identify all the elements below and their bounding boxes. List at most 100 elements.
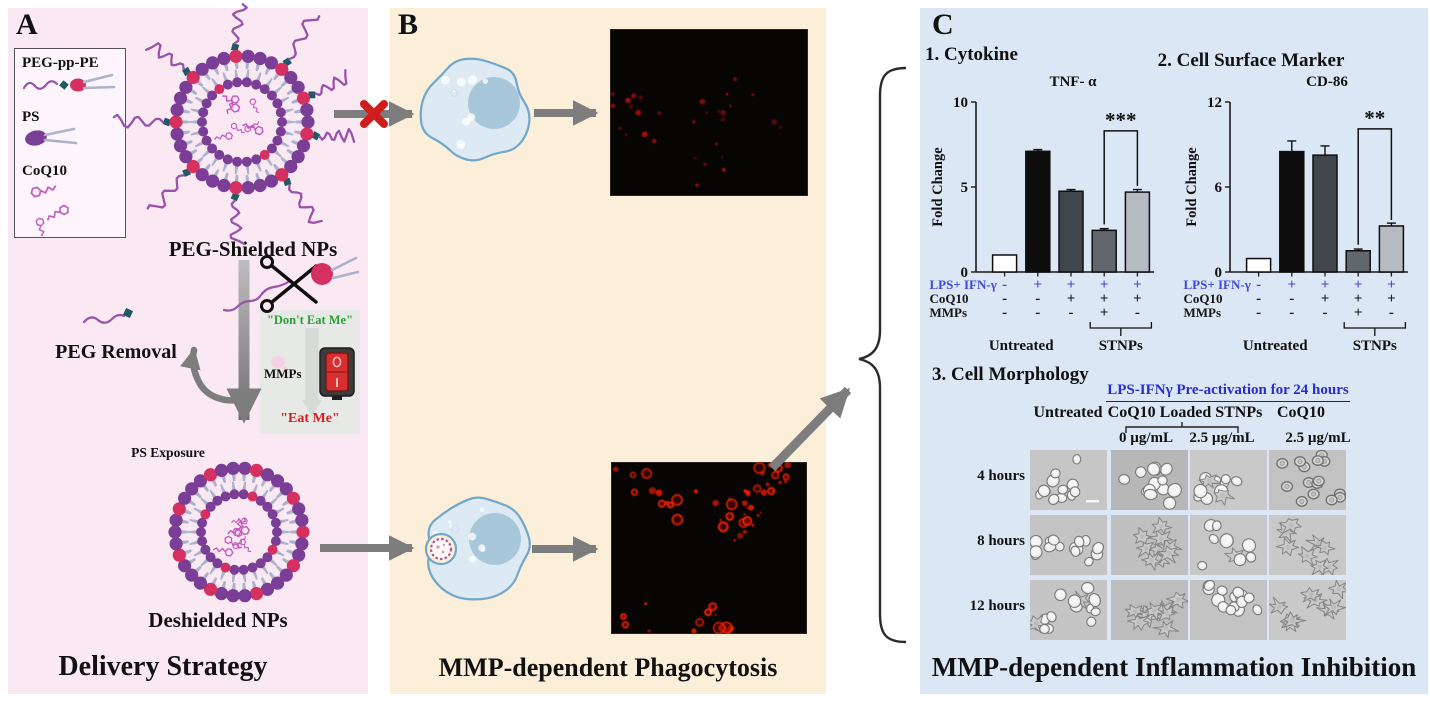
svg-text:+: + — [1321, 291, 1330, 307]
micrograph-cell — [1111, 580, 1188, 640]
dont-eat-me-label: "Don't Eat Me" — [266, 313, 354, 327]
svg-text:-: - — [1035, 291, 1040, 307]
svg-text:+: + — [1133, 277, 1142, 293]
legend-label-ps: PS — [22, 109, 40, 125]
micrograph-cell — [1269, 580, 1346, 640]
svg-text:+: + — [1387, 291, 1396, 307]
micrograph-cell — [1111, 515, 1188, 575]
section-morphology: 3. Cell Morphology — [932, 364, 1089, 385]
svg-text:+: + — [1100, 277, 1109, 293]
svg-text:+: + — [1100, 305, 1109, 321]
mmps-label: MMPs — [264, 366, 302, 381]
eat-me-switch-box: "Don't Eat Me" MMPs "Eat Me" — [260, 310, 360, 434]
mmp-switch-graphic — [271, 328, 355, 416]
svg-text:+: + — [1354, 305, 1363, 321]
dose-2: 2.5 µg/mL — [1285, 430, 1351, 446]
svg-text:+: + — [1354, 291, 1363, 307]
coq10-molecule-icon — [30, 185, 69, 239]
micrograph-cell — [1190, 515, 1267, 575]
svg-text:+: + — [1100, 291, 1109, 307]
svg-text:**: ** — [1364, 106, 1385, 130]
panel-phagocytosis: B MMP-dependent Phagocytosis — [390, 8, 826, 694]
column-untreated: Untreated — [1033, 404, 1103, 421]
svg-text:TNF- α: TNF- α — [1049, 74, 1097, 90]
micrograph-cell — [1030, 580, 1107, 640]
micrograph-cell — [1269, 515, 1346, 575]
svg-text:-: - — [1002, 277, 1007, 293]
legend-label-peg-pp-pe: PEG-pp-PE — [22, 55, 99, 71]
fluorescence-image-high-uptake — [611, 462, 807, 634]
time-row-12h: 12 hours — [969, 598, 1025, 614]
peg-pp-pe-icon — [22, 73, 116, 92]
fluorescence-image-low-uptake — [610, 29, 808, 196]
micrograph-cell — [1030, 515, 1107, 575]
panel-b-label: B — [398, 8, 419, 41]
dose-1: 2.5 µg/mL — [1189, 430, 1255, 446]
svg-text:0: 0 — [961, 265, 969, 281]
dose-bracket — [1125, 422, 1239, 433]
legend-box: PEG-pp-PE PS CoQ10 — [14, 48, 126, 239]
legend-label-coq10: CoQ10 — [22, 163, 67, 179]
svg-text:LPS+ IFN-γ: LPS+ IFN-γ — [1184, 277, 1251, 292]
svg-text:-: - — [1256, 291, 1261, 307]
ps-lipid-icon — [25, 127, 78, 146]
svg-text:+: + — [1288, 277, 1297, 293]
micrograph-cell — [1030, 450, 1107, 510]
svg-text:-: - — [1069, 305, 1074, 321]
micrograph-cell — [1111, 450, 1188, 510]
svg-text:STNPs: STNPs — [1099, 338, 1143, 354]
svg-text:Untreated: Untreated — [1243, 338, 1308, 354]
svg-text:STNPs: STNPs — [1353, 338, 1397, 354]
svg-text:-: - — [1389, 305, 1394, 321]
svg-text:CD-86: CD-86 — [1306, 74, 1348, 90]
micrograph-cell — [1269, 450, 1346, 510]
svg-text:-: - — [1289, 305, 1294, 321]
svg-text:Untreated: Untreated — [989, 338, 1054, 354]
micrograph-cell — [1190, 450, 1267, 510]
deshielded-np-label: Deshielded NPs — [148, 608, 288, 632]
panel-delivery-strategy: A PEG-pp-PE PS CoQ10 PEG-Shielded NPs PE… — [8, 8, 368, 694]
svg-text:+: + — [1387, 277, 1396, 293]
svg-text:-: - — [1135, 305, 1140, 321]
time-row-4h: 4 hours — [977, 468, 1025, 484]
svg-text:-: - — [1323, 305, 1328, 321]
ps-exposure-label: PS Exposure — [131, 445, 205, 460]
svg-text:-: - — [1256, 277, 1261, 293]
svg-text:CoQ10: CoQ10 — [930, 291, 969, 306]
svg-text:Fold Change: Fold Change — [1184, 147, 1200, 227]
svg-text:+: + — [1034, 277, 1043, 293]
svg-text:+: + — [1133, 291, 1142, 307]
svg-text:+: + — [1354, 277, 1363, 293]
column-stnps: CoQ10 Loaded STNPs — [1107, 404, 1263, 421]
section-surface-marker: 2. Cell Surface Marker — [1157, 50, 1345, 71]
svg-text:0: 0 — [1215, 265, 1223, 281]
svg-text:+: + — [1321, 277, 1330, 293]
svg-text:MMPs: MMPs — [1184, 305, 1222, 320]
section-cytokine: 1. Cytokine — [925, 44, 1018, 65]
svg-text:LPS+ IFN-γ: LPS+ IFN-γ — [930, 277, 997, 292]
svg-text:12: 12 — [1207, 95, 1222, 111]
svg-text:***: *** — [1105, 108, 1137, 132]
panel-c-title: MMP-dependent Inflammation Inhibition — [931, 652, 1417, 682]
panel-a-label: A — [16, 8, 38, 41]
column-coq10: CoQ10 — [1277, 404, 1325, 421]
svg-text:-: - — [1002, 291, 1007, 307]
panel-a-title: Delivery Strategy — [58, 651, 268, 682]
panel-inflammation-inhibition: C 1. Cytokine 2. Cell Surface Marker TNF… — [920, 8, 1428, 694]
svg-text:+: + — [1067, 291, 1076, 307]
svg-text:-: - — [1035, 305, 1040, 321]
panel-c-label: C — [932, 8, 954, 41]
svg-text:+: + — [1067, 277, 1076, 293]
svg-text:-: - — [1002, 305, 1007, 321]
svg-text:5: 5 — [961, 180, 969, 196]
svg-text:6: 6 — [1215, 180, 1223, 196]
svg-text:10: 10 — [953, 95, 968, 111]
svg-text:MMPs: MMPs — [930, 305, 968, 320]
time-row-8h: 8 hours — [977, 533, 1025, 549]
preactivation-header: LPS-IFNγ Pre-activation for 24 hours — [1106, 382, 1350, 402]
micrograph-cell — [1190, 580, 1267, 640]
dose-0: 0 µg/mL — [1118, 430, 1174, 446]
